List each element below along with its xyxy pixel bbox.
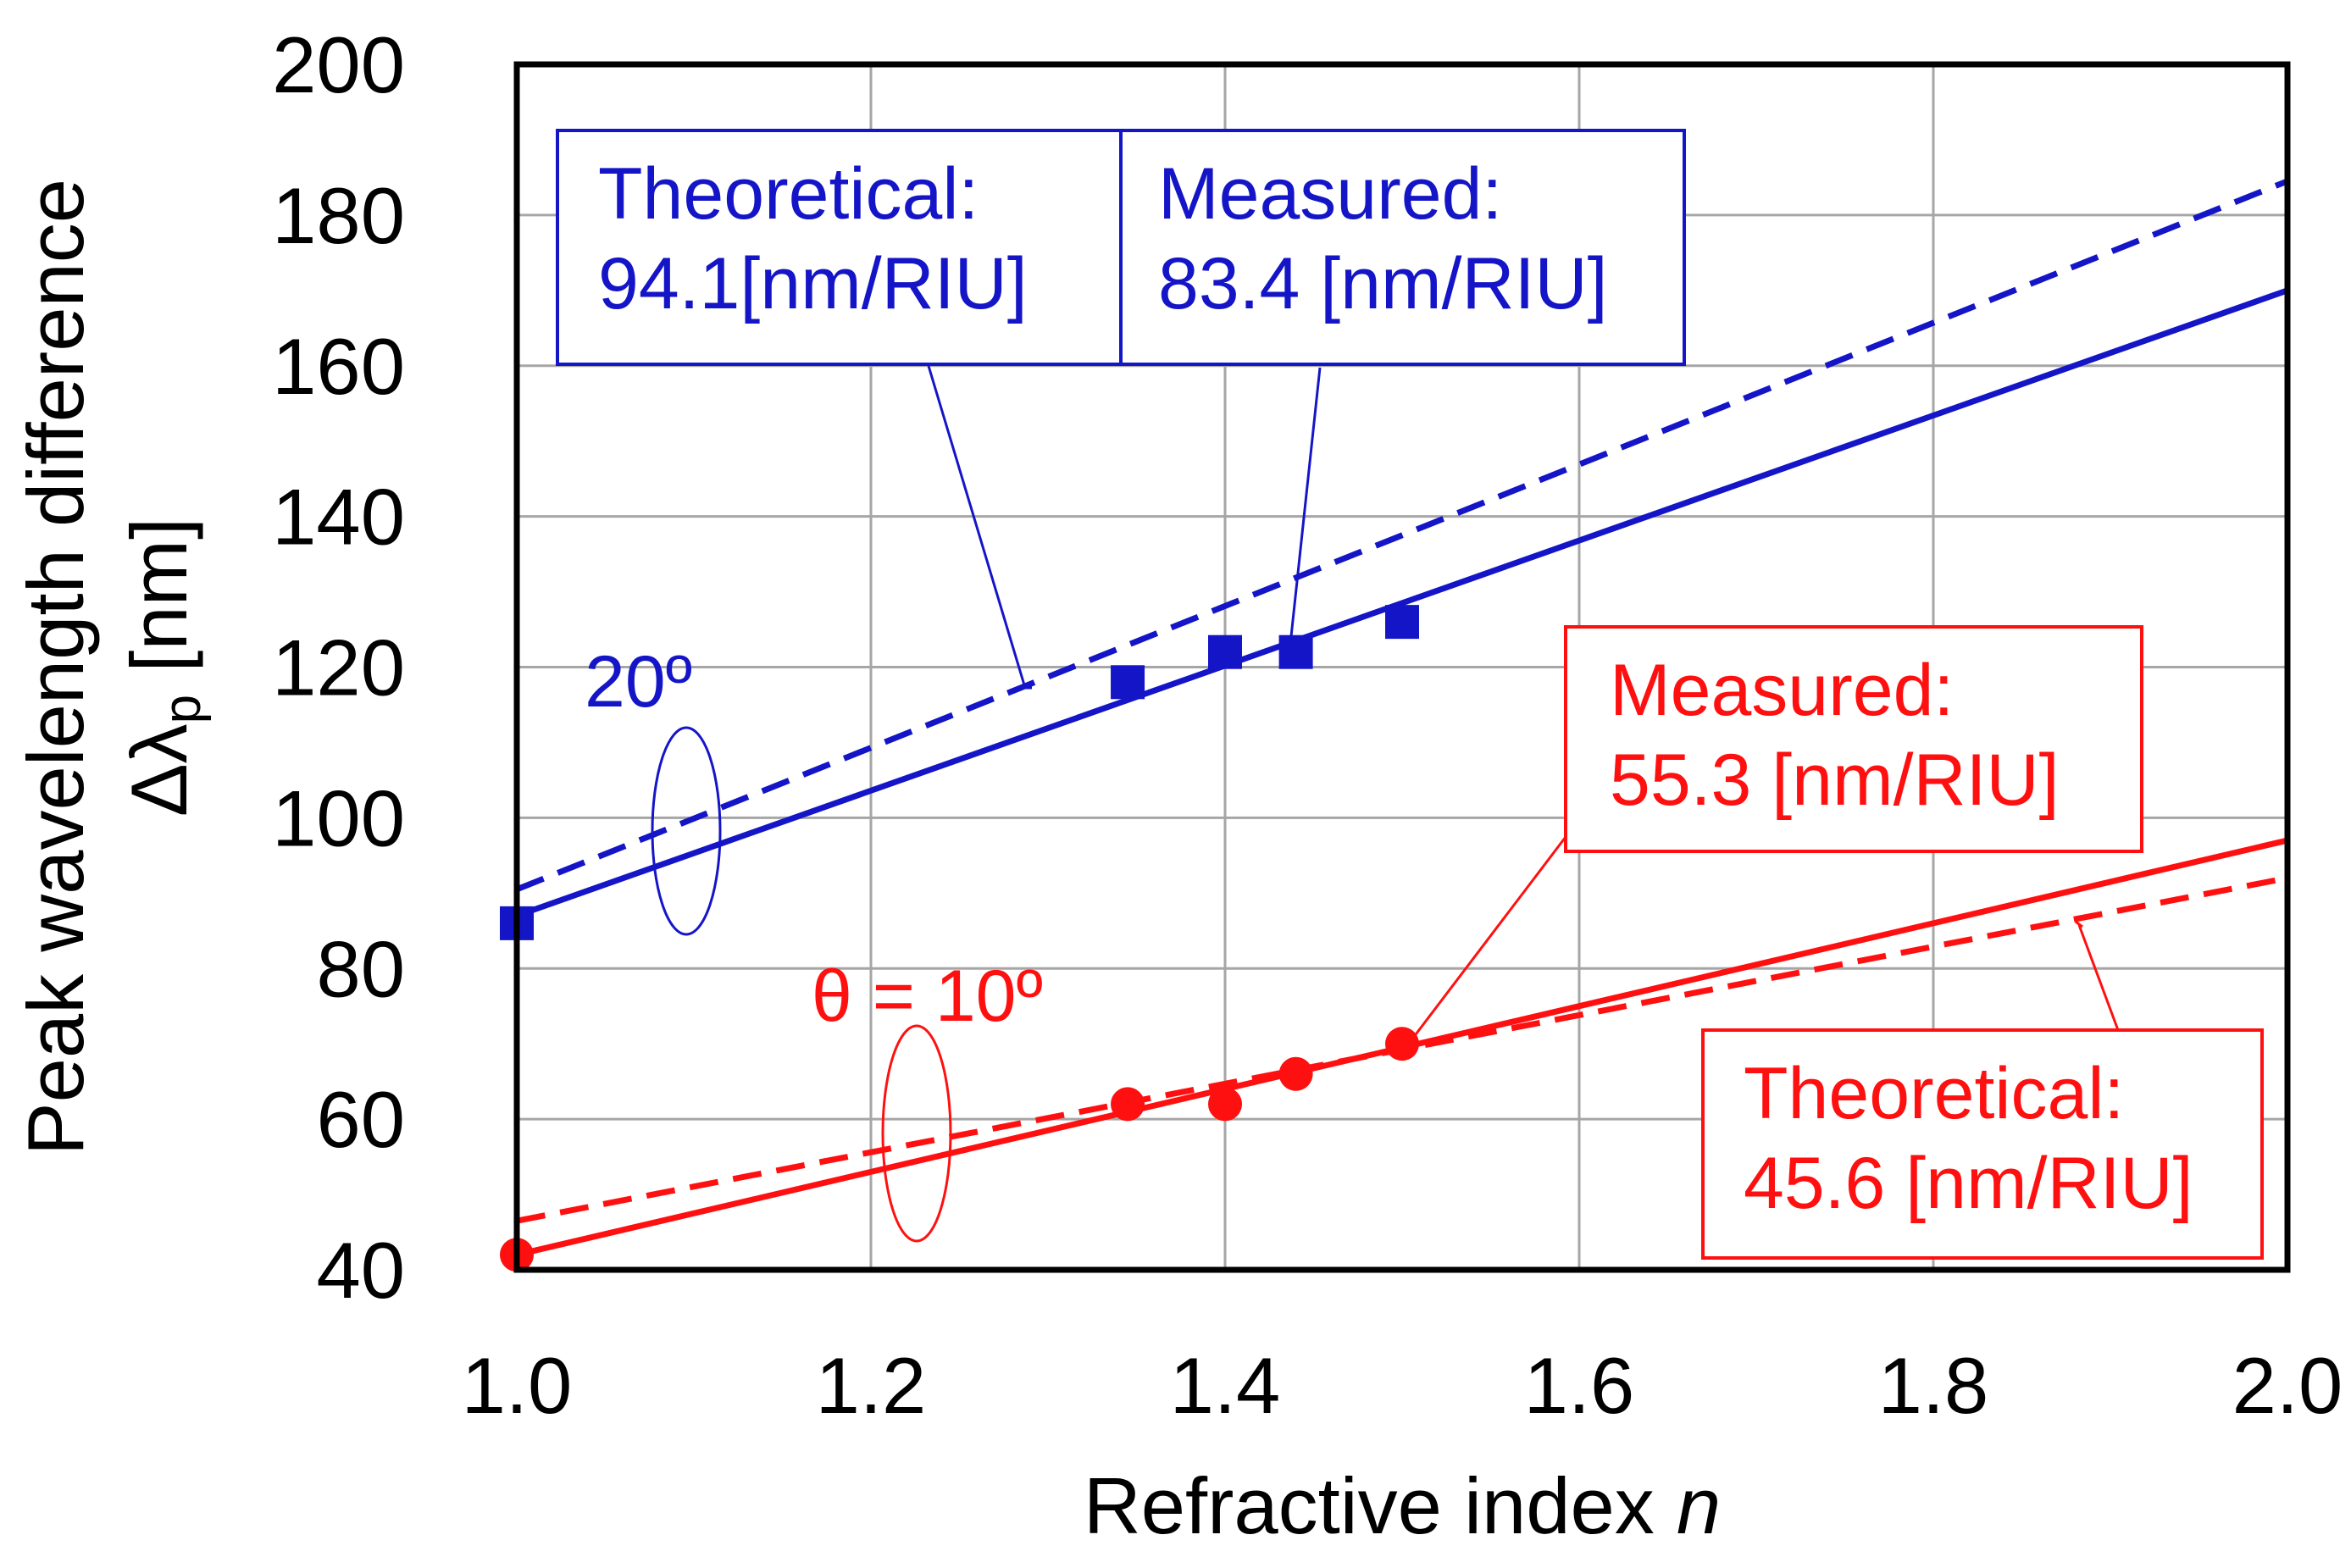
measured-label-10-text: Measured:: [1610, 650, 1954, 731]
measured-label-20-text: 83.4 [nm/RIU]: [1158, 243, 1608, 324]
data-point: [1111, 1087, 1145, 1122]
theoretical-label-20-box: [556, 129, 1123, 366]
measured-label-10-box: [1564, 625, 2143, 853]
y-axis-label: Peak wavelength difference Δλp [nm]: [11, 179, 212, 1155]
measured-label-10-text: 55.3 [nm/RIU]: [1610, 740, 2060, 821]
data-point: [1278, 634, 1313, 669]
y-tick-label: 140: [272, 473, 405, 562]
x-tick-label: 1.8: [1878, 1341, 1989, 1430]
leader-line: [2075, 920, 2083, 928]
series-group-ellipse: [881, 1024, 952, 1243]
measured-label-10: Measured: 55.3 [nm/RIU]: [1564, 625, 2143, 853]
annotations: Theoretical:94.1[nm/RIU]Measured:83.4 [n…: [556, 129, 2264, 1260]
leader-line: [1406, 836, 1567, 1045]
y-tick-label: 40: [316, 1226, 405, 1315]
theoretical-label-10-text: 45.6 [nm/RIU]: [1744, 1143, 2193, 1224]
data-point: [1208, 1087, 1242, 1122]
x-tick-label: 1.0: [462, 1341, 573, 1430]
data-point: [1111, 665, 1145, 700]
plot-frame: [513, 61, 2291, 1273]
series-group-ellipse: [651, 726, 722, 936]
data-point: [1278, 1056, 1313, 1091]
series: [500, 178, 2289, 1272]
theoretical-label-20: Theoretical:94.1[nm/RIU]: [556, 129, 1123, 366]
theoretical-label-10: Theoretical: 45.6 [nm/RIU]: [1701, 1028, 2264, 1260]
x-tick-label: 1.4: [1170, 1341, 1281, 1430]
y-tick-label: 180: [272, 171, 405, 260]
angle-label: 20º: [585, 641, 692, 723]
data-point: [1385, 1027, 1419, 1061]
measured-label-20-box: [1119, 129, 1686, 366]
theoretical-label-10-box: [1701, 1028, 2264, 1260]
y-tick-labels: 40 60 80 100 120 140 160 180 200: [272, 20, 405, 1315]
y-tick-label: 60: [316, 1075, 405, 1164]
y-axis-label-line1: Peak wavelength difference: [11, 179, 100, 1155]
x-tick-label: 1.2: [816, 1341, 927, 1430]
measured-fit-line: [515, 287, 2289, 919]
leader-line: [2077, 924, 2120, 1031]
y-tick-label: 100: [272, 773, 405, 862]
theoretical-label-10-text: Theoretical:: [1744, 1053, 2124, 1134]
theoretical-label-20-text: 94.1[nm/RIU]: [598, 243, 1028, 324]
x-tick-label: 2.0: [2232, 1341, 2343, 1430]
measured-label-20: Measured:83.4 [nm/RIU]: [1119, 129, 1686, 366]
data-point: [1385, 605, 1419, 640]
measured-label-20-text: Measured:: [1158, 153, 1502, 235]
theoretical-label-20-text: Theoretical:: [598, 153, 979, 235]
y-tick-label: 200: [272, 20, 405, 109]
angle-label: θ = 10º: [812, 956, 1043, 1037]
leader-line: [1288, 367, 1322, 653]
data-point: [1208, 634, 1242, 669]
y-axis-label-line2: Δλp [nm]: [114, 518, 212, 817]
x-tick-labels: 1.0 1.2 1.4 1.6 1.8 2.0: [462, 1341, 2343, 1430]
x-axis-label: Refractive index n: [1084, 1461, 1721, 1550]
theoretical-line: [515, 178, 2289, 893]
y-tick-label: 80: [316, 924, 405, 1013]
leader-line: [927, 365, 1027, 689]
y-tick-label: 120: [272, 623, 405, 712]
y-tick-label: 160: [272, 322, 405, 411]
x-tick-label: 1.6: [1524, 1341, 1635, 1430]
